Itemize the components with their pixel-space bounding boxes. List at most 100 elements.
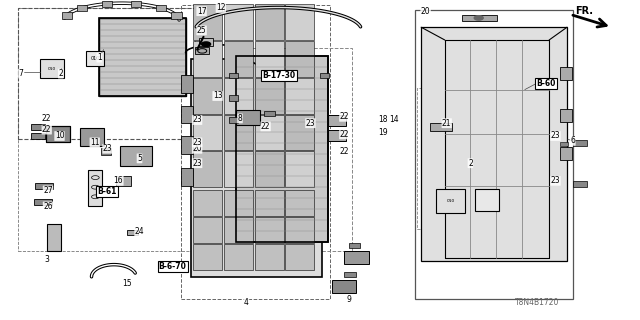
Bar <box>195 10 220 30</box>
Bar <box>131 1 141 7</box>
Bar <box>193 78 222 114</box>
Bar <box>344 251 369 264</box>
Bar <box>462 15 497 21</box>
Circle shape <box>474 16 483 20</box>
Bar <box>285 78 314 114</box>
Bar <box>285 41 314 77</box>
Bar <box>255 78 284 114</box>
Bar <box>46 126 70 142</box>
Text: 23: 23 <box>192 116 202 124</box>
Bar <box>436 189 465 213</box>
Bar <box>255 244 284 270</box>
Bar <box>255 190 284 216</box>
Bar <box>193 190 222 216</box>
Text: 010: 010 <box>447 199 455 203</box>
Bar <box>102 1 113 7</box>
Text: B-6-70: B-6-70 <box>159 262 187 271</box>
Bar <box>328 130 346 141</box>
Bar <box>181 75 193 93</box>
Bar <box>560 67 572 80</box>
Bar <box>172 12 182 19</box>
Text: 22: 22 <box>261 122 270 131</box>
Bar <box>229 117 238 123</box>
Text: 6: 6 <box>570 136 575 145</box>
Text: 23: 23 <box>102 144 113 153</box>
Text: 23: 23 <box>192 138 202 147</box>
Text: 20: 20 <box>192 144 202 153</box>
Text: 23: 23 <box>305 119 316 128</box>
Text: 23: 23 <box>550 132 561 140</box>
Bar <box>224 190 253 216</box>
Text: 24: 24 <box>134 228 145 236</box>
Text: 8: 8 <box>237 114 243 123</box>
Text: B-60: B-60 <box>536 79 556 88</box>
Text: 010: 010 <box>91 56 100 61</box>
Bar <box>127 230 138 235</box>
Bar <box>80 128 104 146</box>
Bar <box>181 136 193 154</box>
Bar <box>560 142 568 146</box>
Text: 17: 17 <box>196 7 207 16</box>
Bar <box>18 8 195 139</box>
Bar <box>116 176 131 186</box>
Bar <box>99 18 186 96</box>
Bar <box>18 8 195 251</box>
Bar <box>475 189 499 211</box>
Text: 2: 2 <box>468 159 473 168</box>
Bar <box>415 10 573 299</box>
Text: 1: 1 <box>97 53 102 62</box>
Bar <box>195 47 209 54</box>
Bar <box>156 5 166 11</box>
Bar <box>285 4 314 40</box>
Bar <box>224 151 253 187</box>
Bar <box>285 217 314 243</box>
Bar <box>224 4 253 40</box>
Bar <box>193 244 222 270</box>
Text: 21: 21 <box>442 119 451 128</box>
Text: 13: 13 <box>212 92 223 100</box>
Text: 7: 7 <box>19 69 24 78</box>
Text: 19: 19 <box>378 128 388 137</box>
Text: 9: 9 <box>346 295 351 304</box>
Bar <box>229 95 238 101</box>
Bar <box>421 27 567 261</box>
Text: 2: 2 <box>58 69 63 78</box>
Bar <box>61 12 72 19</box>
Bar <box>417 88 561 229</box>
Text: 25: 25 <box>196 26 207 35</box>
Bar <box>236 110 260 125</box>
Bar <box>193 115 222 150</box>
Text: 010: 010 <box>48 67 56 71</box>
Bar <box>46 126 70 142</box>
Bar <box>191 59 322 277</box>
Bar <box>236 56 328 242</box>
Text: B-17-30: B-17-30 <box>262 71 296 80</box>
Bar <box>181 168 193 186</box>
Bar <box>34 199 52 205</box>
Text: 12: 12 <box>216 4 225 12</box>
Text: 15: 15 <box>122 279 132 288</box>
Bar <box>88 170 102 206</box>
Text: 22: 22 <box>42 125 51 134</box>
Text: 23: 23 <box>550 176 561 185</box>
Bar <box>229 48 352 251</box>
Bar <box>328 115 346 126</box>
Bar <box>224 78 253 114</box>
Bar <box>120 146 152 166</box>
Bar <box>31 133 45 139</box>
Bar <box>181 5 330 299</box>
Text: 4: 4 <box>244 298 249 307</box>
Text: 26: 26 <box>43 202 53 211</box>
Text: 10: 10 <box>54 132 65 140</box>
Bar <box>285 244 314 270</box>
Text: 22: 22 <box>340 130 349 139</box>
Bar <box>224 217 253 243</box>
Text: 20: 20 <box>420 7 431 16</box>
Text: B-61: B-61 <box>97 187 116 196</box>
Bar <box>285 190 314 216</box>
Bar <box>224 244 253 270</box>
Text: 16: 16 <box>113 176 124 185</box>
Circle shape <box>202 42 211 46</box>
Text: 22: 22 <box>340 148 349 156</box>
Bar <box>199 38 213 46</box>
